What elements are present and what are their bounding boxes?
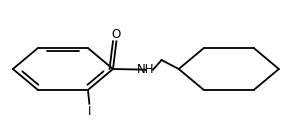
- Text: NH: NH: [137, 63, 155, 76]
- Text: O: O: [112, 28, 121, 41]
- Text: I: I: [88, 105, 91, 118]
